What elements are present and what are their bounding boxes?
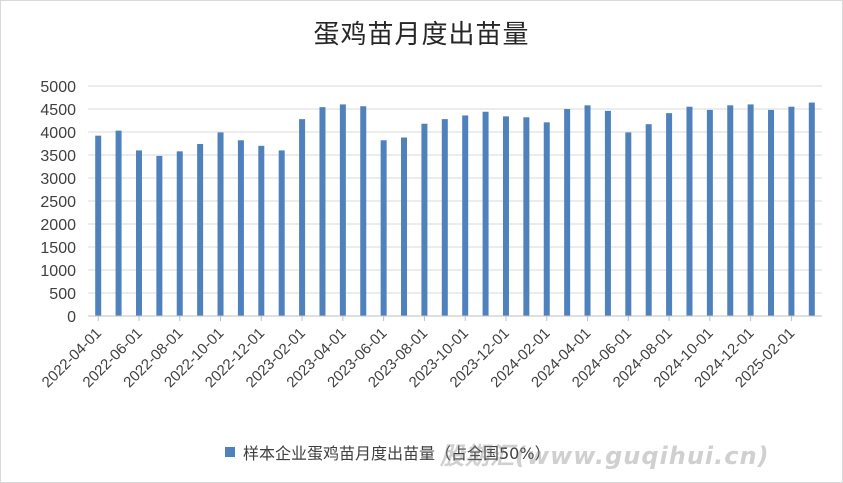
- chart-title: 蛋鸡苗月度出苗量: [313, 20, 530, 50]
- bar: [584, 105, 591, 316]
- legend-label: 样本企业蛋鸡苗月度出苗量（占全国50%）: [243, 444, 551, 463]
- bar: [808, 102, 815, 316]
- y-tick-label: 3000: [40, 171, 76, 188]
- bar: [217, 132, 224, 316]
- bar: [625, 132, 632, 316]
- bar: [176, 151, 183, 316]
- bar: [237, 140, 244, 316]
- bar: [686, 106, 693, 316]
- bar: [727, 105, 734, 316]
- bar: [156, 155, 163, 316]
- bar: [197, 143, 204, 316]
- y-tick-label: 4500: [40, 102, 76, 119]
- y-tick-label: 5000: [40, 79, 76, 96]
- bar: [278, 150, 285, 316]
- bar: [339, 104, 346, 317]
- bar: [564, 109, 571, 316]
- bar: [482, 111, 489, 316]
- bar: [768, 109, 775, 316]
- bar: [502, 116, 509, 316]
- bar: [747, 104, 754, 317]
- bar: [299, 119, 306, 317]
- bar: [401, 137, 408, 316]
- y-tick-label: 500: [49, 286, 76, 303]
- bar: [115, 130, 122, 316]
- gridlines: [88, 85, 822, 294]
- bar: [788, 106, 795, 316]
- y-tick-label: 1500: [40, 240, 76, 257]
- bar: [604, 110, 611, 316]
- bar: [135, 150, 142, 316]
- y-tick-label: 2500: [40, 194, 76, 211]
- bar: [706, 109, 713, 316]
- bar: [421, 123, 428, 316]
- watermark: 股期汇(www.guqihui.cn): [440, 442, 770, 470]
- y-tick-label: 0: [67, 309, 76, 326]
- legend: 样本企业蛋鸡苗月度出苗量（占全国50%）: [225, 440, 551, 464]
- bar: [462, 115, 469, 316]
- bar: [543, 122, 550, 316]
- bar: [258, 145, 265, 316]
- bar: [360, 106, 367, 317]
- y-tick-label: 3500: [40, 148, 76, 165]
- bar: [645, 124, 652, 317]
- bar: [666, 113, 673, 316]
- bar: [441, 119, 448, 317]
- bar: [380, 140, 387, 316]
- x-axis: [88, 315, 822, 321]
- y-tick-label: 2000: [40, 217, 76, 234]
- bar: [523, 117, 530, 316]
- y-tick-label: 4000: [40, 125, 76, 142]
- legend-swatch: [225, 447, 235, 457]
- x-axis-ticks: 2022-04-012022-06-012022-08-012022-10-01…: [39, 325, 799, 391]
- y-axis-ticks: 0 500 1000 1500 2000 2500 3000 3500 4000 4500 5000: [40, 79, 76, 326]
- bars: [95, 102, 815, 317]
- y-tick-label: 1000: [40, 263, 76, 280]
- bar: [95, 135, 102, 316]
- bar: [319, 107, 326, 316]
